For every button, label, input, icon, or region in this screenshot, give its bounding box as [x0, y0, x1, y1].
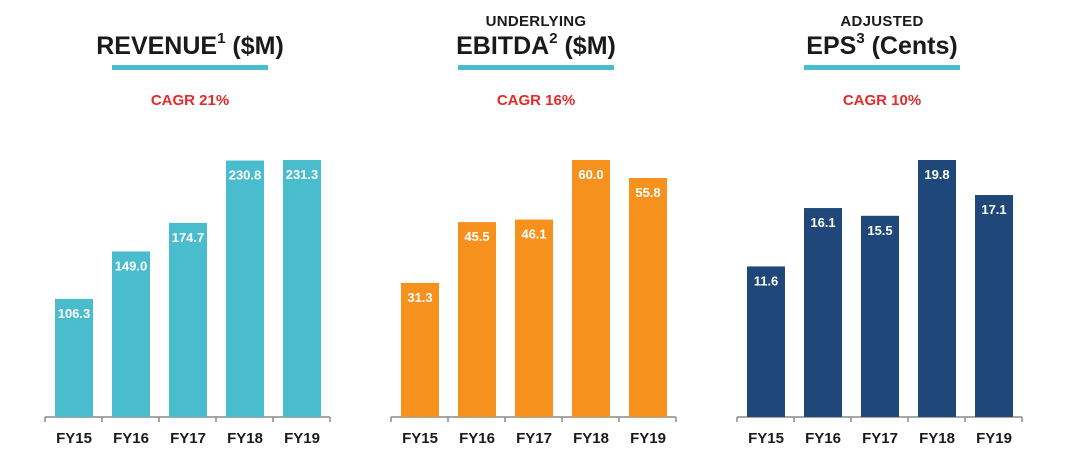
eps-category-label: FY19 [976, 430, 1012, 447]
ebitda-cagr: CAGR 16% [496, 92, 576, 109]
eps-subtitle: ADJUSTED [840, 13, 924, 30]
revenue-category-label: FY15 [56, 430, 92, 447]
revenue-data-label: 174.7 [172, 230, 205, 245]
eps-title-footnote: 3 [856, 30, 865, 47]
eps-category-label: FY18 [919, 430, 955, 447]
ebitda-bar-fy18 [572, 160, 610, 417]
eps-category-label: FY15 [748, 430, 784, 447]
ebitda-bar-fy17 [515, 219, 553, 417]
revenue-data-label: 106.3 [58, 306, 91, 321]
ebitda-chart: 31.3 FY15 45.5 FY16 46.1 FY17 60.0 FY18 55.8 FY19 [390, 160, 677, 447]
revenue-data-label: 230.8 [229, 168, 262, 183]
eps-title: EPS3 (Cents) [806, 30, 958, 60]
revenue-data-label: 231.3 [286, 167, 319, 182]
eps-bar-fy15 [747, 266, 785, 417]
revenue-category-label: FY18 [227, 430, 263, 447]
ebitda-category-label: FY16 [459, 430, 495, 447]
eps-data-label: 15.5 [867, 223, 892, 238]
eps-bar-fy16 [804, 208, 842, 417]
ebitda-title-footnote: 2 [549, 30, 558, 47]
revenue-bar-fy16 [112, 251, 150, 417]
ebitda-data-label: 46.1 [521, 227, 546, 242]
eps-data-label: 11.6 [754, 273, 779, 288]
revenue-title-footnote: 1 [217, 30, 226, 47]
eps-bar-fy19 [975, 195, 1013, 417]
revenue-category-label: FY17 [170, 430, 206, 447]
revenue-cagr: CAGR 21% [150, 92, 230, 109]
ebitda-bar-fy19 [629, 177, 667, 417]
ebitda-category-label: FY15 [402, 430, 438, 447]
ebitda-category-label: FY19 [630, 430, 666, 447]
revenue-data-label: 149.0 [115, 258, 148, 273]
revenue-bar-fy19 [283, 160, 321, 417]
ebitda-data-label: 60.0 [578, 167, 603, 182]
eps-panel: ADJUSTED EPS3 (Cents) CAGR 10% 11.6 FY15 1… [707, 0, 1057, 466]
ebitda-title-underline [458, 65, 614, 70]
eps-cagr: CAGR 10% [842, 92, 922, 109]
ebitda-bar-fy15 [401, 282, 439, 417]
eps-chart: 11.6 FY15 16.1 FY16 15.5 FY17 19.8 FY18 17.1 FY19 [736, 160, 1023, 447]
revenue-panel: REVENUE1 ($M) CAGR 21% 106.3 FY15 149.0 FY1… [15, 0, 365, 466]
ebitda-data-label: 45.5 [464, 229, 489, 244]
revenue-bar-fy17 [169, 222, 207, 417]
eps-data-label: 16.1 [810, 215, 835, 230]
ebitda-category-label: FY18 [573, 430, 609, 447]
revenue-category-label: FY19 [284, 430, 320, 447]
revenue-bar-fy15 [55, 298, 93, 417]
eps-category-label: FY17 [862, 430, 898, 447]
eps-title-underline [804, 65, 960, 70]
revenue-category-label: FY16 [113, 430, 149, 447]
eps-data-label: 17.1 [981, 202, 1006, 217]
revenue-title: REVENUE1 ($M) [96, 30, 284, 60]
ebitda-bar-fy16 [458, 222, 496, 417]
ebitda-data-label: 31.3 [407, 290, 432, 305]
eps-data-label: 19.8 [924, 167, 949, 182]
ebitda-category-label: FY17 [516, 430, 552, 447]
eps-category-label: FY16 [805, 430, 841, 447]
revenue-title-underline [112, 65, 268, 70]
ebitda-title: EBITDA2 ($M) [456, 30, 616, 60]
eps-bar-fy18 [918, 160, 956, 417]
ebitda-data-label: 55.8 [635, 185, 660, 200]
ebitda-panel: UNDERLYING EBITDA2 ($M) CAGR 16% 31.3 FY1… [361, 0, 711, 466]
eps-bar-fy17 [861, 215, 899, 417]
revenue-chart: 106.3 FY15 149.0 FY16 174.7 FY17 230.8 FY18 231.… [44, 160, 331, 447]
revenue-bar-fy18 [226, 160, 264, 418]
ebitda-subtitle: UNDERLYING [485, 13, 587, 30]
